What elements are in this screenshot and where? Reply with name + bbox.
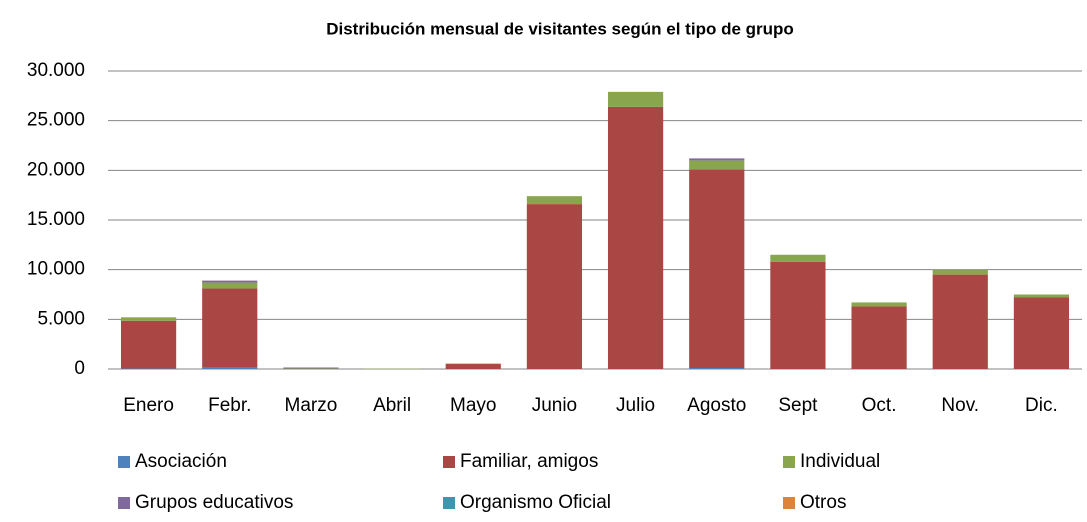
x-tick-label: Febr. [208, 395, 251, 416]
legend-label: Asociación [135, 451, 227, 472]
bar-segment [283, 368, 338, 369]
legend-label: Familiar, amigos [460, 451, 598, 472]
y-tick-label: 10.000 [27, 259, 85, 280]
x-tick-label: Abril [373, 395, 411, 416]
legend-label: Otros [800, 492, 846, 513]
y-tick-label: 0 [74, 358, 85, 379]
bar-segment [689, 158, 744, 160]
x-tick-label: Enero [123, 395, 174, 416]
legend-swatch [118, 456, 130, 468]
legend-label: Organismo Oficial [460, 492, 611, 513]
x-tick-label: Dic. [1025, 395, 1058, 416]
y-tick-label: 30.000 [27, 60, 85, 81]
y-tick-label: 20.000 [27, 159, 85, 180]
bar-segment [202, 367, 257, 369]
bar-segment [851, 302, 906, 306]
bar-segment [608, 107, 663, 369]
legend-swatch [443, 456, 455, 468]
bar-segment [689, 169, 744, 368]
legend-swatch [783, 456, 795, 468]
bar-segment [202, 289, 257, 367]
chart-title: Distribución mensual de visitantes según… [326, 19, 794, 38]
x-tick-label: Agosto [687, 395, 746, 416]
bar-segment [933, 275, 988, 369]
bar-segment [933, 270, 988, 275]
bar-segment [121, 318, 176, 321]
x-tick-label: Oct. [862, 395, 897, 416]
bar-segment [689, 160, 744, 169]
legend-swatch [443, 497, 455, 509]
bar-segment [770, 255, 825, 262]
x-tick-label: Marzo [285, 395, 338, 416]
y-tick-label: 15.000 [27, 209, 85, 230]
bar-segment [608, 92, 663, 107]
x-tick-label: Junio [532, 395, 577, 416]
legend-label: Grupos educativos [135, 492, 293, 513]
bar-segment [121, 321, 176, 369]
bar-segment [1014, 297, 1069, 369]
legend-label: Individual [800, 451, 880, 472]
bar-segment [527, 204, 582, 369]
y-tick-label: 5.000 [37, 308, 85, 329]
bar-segment [1014, 295, 1069, 298]
bar-segment [527, 196, 582, 204]
bar-segment [446, 364, 501, 369]
bar-segment [689, 368, 744, 369]
legend-swatch [783, 497, 795, 509]
bar-segment [202, 283, 257, 289]
x-tick-label: Mayo [450, 395, 496, 416]
legend-swatch [118, 497, 130, 509]
bar-segment [770, 262, 825, 369]
x-tick-label: Julio [616, 395, 655, 416]
x-tick-label: Nov. [941, 395, 979, 416]
x-tick-label: Sept [778, 395, 818, 416]
y-tick-label: 25.000 [27, 110, 85, 131]
bar-segment [851, 306, 906, 369]
bar-segment [202, 281, 257, 283]
